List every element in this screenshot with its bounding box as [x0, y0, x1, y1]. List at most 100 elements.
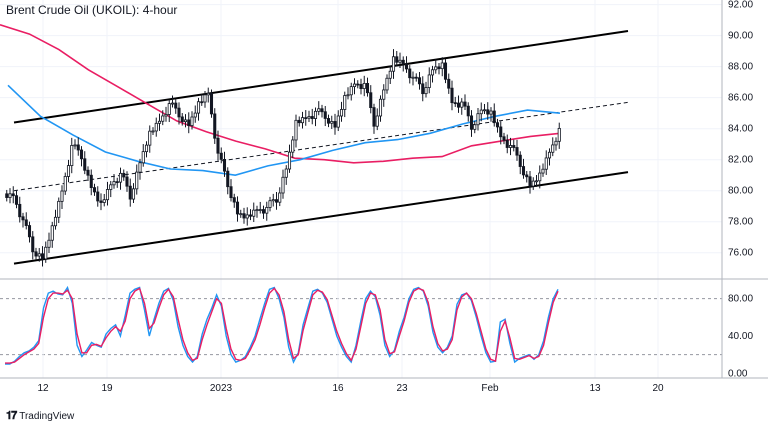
candle-body	[499, 126, 503, 138]
candle-body	[27, 225, 32, 238]
candle-body	[274, 199, 279, 203]
candle-body	[528, 176, 532, 187]
candle-body	[486, 109, 490, 115]
candle-body	[512, 145, 516, 148]
candle-body	[245, 214, 249, 219]
candle-body	[333, 121, 337, 128]
time-axis-labels[interactable]: 12 19 2023 16 23 Feb 13 20	[37, 383, 664, 394]
candle-body	[232, 197, 236, 203]
price-tick-label: 88.00	[728, 62, 753, 73]
candle-body	[219, 152, 223, 160]
candle-body	[495, 122, 500, 128]
candle-body	[226, 170, 230, 188]
candle-body	[180, 116, 184, 123]
candle-body	[473, 124, 477, 130]
oscillator-axis-labels[interactable]: 80.00 40.00 0.00	[728, 294, 753, 380]
candle-body	[336, 115, 340, 128]
candle-body	[476, 113, 480, 126]
channel-lower-line	[13, 171, 629, 265]
candle-body	[222, 158, 227, 172]
price-tick-label: 90.00	[728, 31, 753, 42]
candle-body	[213, 113, 217, 139]
candle-body	[521, 166, 526, 176]
candle-body	[40, 253, 45, 260]
candle-body	[508, 145, 513, 148]
price-axis-labels[interactable]: 92.00 90.00 88.00 86.00 84.00 82.00 80.00 78.00…	[728, 0, 753, 259]
candle-body	[385, 77, 389, 91]
candle-body	[187, 119, 191, 126]
candle-body	[369, 92, 373, 109]
candle-body	[502, 136, 506, 141]
candle-body	[170, 102, 175, 105]
candle-body	[323, 111, 327, 119]
candle-body	[11, 193, 15, 197]
brand-footer[interactable]: 𝟏𝟕 TradingView	[6, 410, 74, 423]
candle-body	[8, 193, 12, 198]
candle-body	[398, 59, 402, 63]
candle-body	[326, 118, 331, 124]
candle-body	[122, 172, 126, 178]
candle-body	[297, 119, 301, 124]
candle-body	[271, 199, 275, 202]
candle-body	[135, 171, 139, 190]
candle-body	[287, 151, 292, 170]
candle-body	[395, 56, 399, 63]
price-channel	[13, 30, 629, 265]
candle-body	[284, 168, 288, 178]
candle-body	[544, 157, 548, 170]
candle-body	[453, 102, 457, 105]
moving-average-lines	[0, 24, 561, 177]
candle-body	[492, 110, 496, 124]
candle-body	[128, 185, 132, 200]
candle-body	[37, 253, 41, 257]
candle-body	[18, 203, 22, 218]
candle-body	[417, 77, 422, 85]
candle-body	[525, 174, 529, 178]
candle-body	[424, 87, 428, 95]
candle-body	[248, 214, 253, 217]
candle-body	[167, 103, 171, 115]
candle-body	[196, 101, 201, 114]
candle-body	[505, 139, 509, 148]
price-tick-label: 82.00	[728, 155, 753, 166]
candle-body	[148, 130, 152, 146]
candle-body	[434, 66, 438, 71]
time-tick-label: 2023	[210, 383, 233, 394]
price-tick-label: 84.00	[728, 124, 753, 135]
candle-body	[463, 101, 467, 107]
candle-body	[391, 56, 396, 72]
candle-body	[531, 180, 535, 187]
candle-body	[265, 207, 269, 214]
candle-body	[414, 76, 418, 79]
candle-body	[235, 201, 240, 215]
candle-body	[427, 74, 431, 88]
candle-body	[193, 112, 197, 118]
candle-body	[141, 151, 145, 164]
candle-body	[268, 200, 272, 208]
candle-body	[479, 109, 483, 115]
candle-body	[239, 213, 243, 216]
chart-title: Brent Crude Oil (UKOIL): 4-hour	[6, 3, 177, 17]
candle-body	[261, 209, 266, 214]
price-tick-label: 80.00	[728, 186, 753, 197]
candle-body	[408, 68, 412, 79]
candle-body	[229, 186, 233, 199]
candle-body	[24, 219, 28, 226]
candle-body	[183, 119, 188, 123]
candle-body	[252, 209, 256, 217]
candle-body	[115, 181, 119, 184]
candle-body	[554, 140, 558, 146]
moving-average-line	[0, 24, 561, 164]
candle-body	[515, 147, 519, 156]
candle-body	[105, 189, 110, 201]
candle-body	[313, 110, 318, 119]
candle-body	[76, 144, 80, 151]
candle-body	[456, 102, 461, 108]
candle-body	[190, 116, 194, 126]
time-tick-label: 23	[396, 383, 408, 394]
candle-body	[404, 63, 409, 70]
time-tick-label: 19	[101, 383, 113, 394]
candle-body	[102, 199, 106, 203]
